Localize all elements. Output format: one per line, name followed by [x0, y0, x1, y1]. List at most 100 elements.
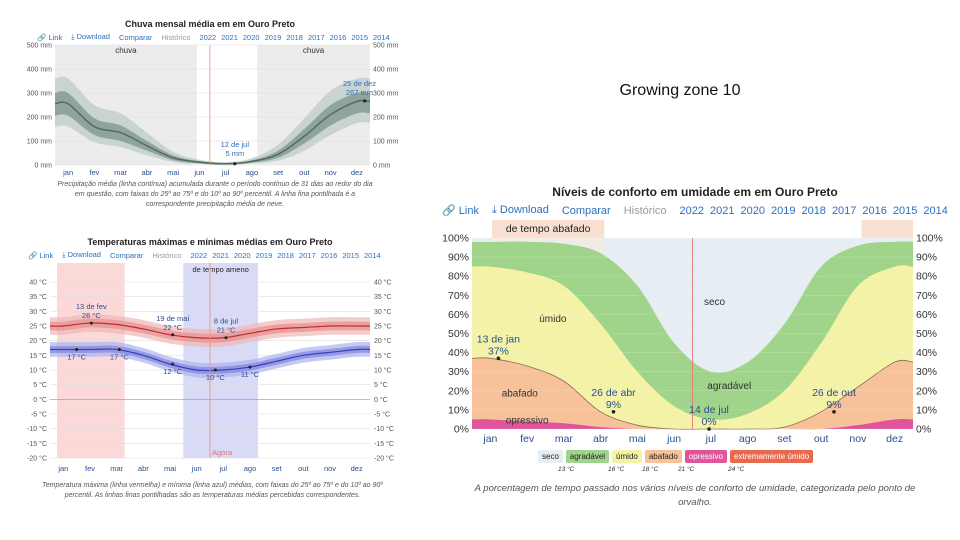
rain-toolbar: 🔗 Link ⤓ Download Comparar Histórico 202…: [37, 32, 390, 42]
year-2017[interactable]: 2017: [831, 204, 857, 217]
humid-x-tick: jan: [482, 433, 497, 445]
humid-label-opressivo: opressivo: [506, 415, 549, 426]
download-icon: ⤓: [491, 204, 497, 216]
year-2019[interactable]: 2019: [255, 250, 273, 260]
temp-hot-band: [57, 263, 125, 458]
humid-x-tick: abr: [593, 433, 609, 445]
humid-y-tick-right: 0%: [916, 424, 931, 436]
year-2020[interactable]: 2020: [233, 250, 251, 260]
temp-ann-feb-val: 26 °C: [82, 311, 101, 320]
humid-ann-jul-point: [707, 427, 711, 431]
year-2014[interactable]: 2014: [373, 32, 390, 42]
humid-ann-jan-point: [496, 356, 501, 361]
temp-y-tick-left: 30 °C: [29, 308, 47, 316]
humid-y-tick-left: 10%: [448, 404, 469, 416]
temp-y-tick-right: -10 °C: [374, 425, 394, 433]
year-2022[interactable]: 2022: [199, 32, 217, 42]
legend-temp-4: 24 °C: [728, 466, 745, 473]
temp-y-tick-left: 25 °C: [29, 323, 47, 331]
link-icon: 🔗: [442, 205, 456, 217]
humid-y-tick-left: 30%: [448, 366, 469, 378]
humid-x-tick: fev: [520, 433, 535, 445]
temp-y-tick-left: 0 °C: [33, 396, 47, 404]
temp-y-tick-left: -10 °C: [27, 425, 47, 433]
year-2016[interactable]: 2016: [320, 250, 338, 260]
temp-ann-jul-val: 21 °C: [217, 326, 236, 335]
year-2018[interactable]: 2018: [286, 32, 303, 42]
year-2017[interactable]: 2017: [307, 32, 325, 42]
rain-x-tick: jun: [193, 168, 204, 177]
temp-y-tick-right: 0 °C: [374, 396, 388, 404]
humid-area-opressivo: [472, 419, 913, 430]
temp-ann-min-mar-val: 17 °C: [110, 352, 129, 361]
year-2021[interactable]: 2021: [221, 32, 238, 42]
temp-y-tick-right: 40 °C: [374, 279, 392, 287]
rain-y-tick-right: 500 mm: [373, 43, 398, 50]
humid-ann-oct-point: [832, 410, 836, 414]
link-button[interactable]: 🔗 Link: [37, 32, 63, 42]
year-2014[interactable]: 2014: [923, 204, 948, 217]
download-button[interactable]: ⤓ Download: [62, 250, 101, 259]
year-2016[interactable]: 2016: [329, 32, 347, 42]
temp-x-tick: ago: [244, 464, 257, 473]
rain-ann-dec-val: 267 mm: [346, 88, 373, 97]
rain-y-tick-right: 400 mm: [373, 67, 398, 74]
year-2020[interactable]: 2020: [242, 32, 260, 42]
year-2015[interactable]: 2015: [892, 204, 918, 217]
year-2019[interactable]: 2019: [770, 204, 796, 217]
year-2019[interactable]: 2019: [264, 32, 282, 42]
legend-item-4: opressivo: [684, 450, 728, 463]
year-2018[interactable]: 2018: [277, 250, 294, 260]
humid-ann-apr-val: 9%: [606, 399, 621, 411]
year-2020[interactable]: 2020: [740, 204, 765, 217]
rain-x-tick: nov: [325, 168, 337, 177]
year-2014[interactable]: 2014: [364, 250, 381, 260]
temp-title: Temperaturas máximas e mínimas médias em…: [87, 237, 333, 247]
download-button[interactable]: ⤓ Download: [491, 204, 549, 216]
temp-x-tick: set: [272, 464, 283, 473]
temp-y-tick-right: 35 °C: [374, 293, 392, 301]
compare-button[interactable]: Comparar: [118, 32, 153, 42]
link-button[interactable]: 🔗 Link: [28, 250, 54, 260]
humid-ann-apr-date: 26 de abr: [591, 387, 636, 399]
legend-item-5: extremamente úmido: [730, 450, 814, 463]
temp-y-tick-left: -20 °C: [27, 455, 47, 463]
rain-y-tick-right: 100 mm: [373, 139, 398, 146]
year-2017[interactable]: 2017: [298, 250, 316, 260]
year-2016[interactable]: 2016: [862, 204, 887, 217]
link-icon: 🔗: [28, 250, 38, 260]
temp-x-tick: mai: [164, 464, 176, 473]
compare-button[interactable]: Comparar: [109, 250, 144, 260]
year-2015[interactable]: 2015: [351, 32, 369, 42]
humid-toolbar: 🔗 Link ⤓ Download Comparar Histórico 202…: [442, 204, 948, 217]
year-2015[interactable]: 2015: [342, 250, 360, 260]
humid-y-tick-right: 40%: [916, 347, 937, 359]
humid-band-muggy-label: de tempo abafado: [506, 223, 591, 235]
link-button[interactable]: 🔗 Link: [442, 205, 479, 217]
temp-ann-min-jan-point: [75, 347, 79, 351]
year-list: 2022 2021 2020 2019 2018 2017 2016 2015 2014: [680, 205, 948, 217]
humid-x-tick: mar: [555, 433, 574, 445]
humid-area-abafado: [472, 357, 913, 430]
year-2021[interactable]: 2021: [212, 250, 229, 260]
year-2021[interactable]: 2021: [710, 204, 735, 217]
humid-y-tick-right: 20%: [916, 385, 937, 397]
rain-x-tick: out: [299, 168, 310, 177]
humid-y-tick-left: 40%: [448, 347, 469, 359]
humid-ann-oct-date: 26 de out: [812, 387, 856, 399]
humid-label-abafado: abafado: [502, 389, 539, 400]
temp-ann-min-jul-val: 10 °C: [206, 373, 225, 382]
humid-legend: seco agradável úmido abafado opressivo extrem…: [538, 450, 814, 463]
temp-x-tick: abr: [138, 464, 149, 473]
rain-chart: chuva chuva 500 mm 500 mm 400 mm 400 mm 300 mm…: [27, 43, 399, 178]
temp-y-tick-right: -15 °C: [374, 440, 394, 448]
compare-button[interactable]: Comparar: [561, 204, 611, 217]
year-2018[interactable]: 2018: [801, 204, 826, 217]
temp-ann-jul-point: [224, 336, 228, 340]
year-2022[interactable]: 2022: [679, 204, 704, 217]
download-button[interactable]: ⤓ Download: [71, 32, 110, 41]
year-2022[interactable]: 2022: [190, 250, 208, 260]
rain-band-label-right: chuva: [303, 46, 325, 55]
temp-y-tick-left: 35 °C: [29, 293, 47, 301]
temp-x-tick: jun: [191, 464, 202, 473]
